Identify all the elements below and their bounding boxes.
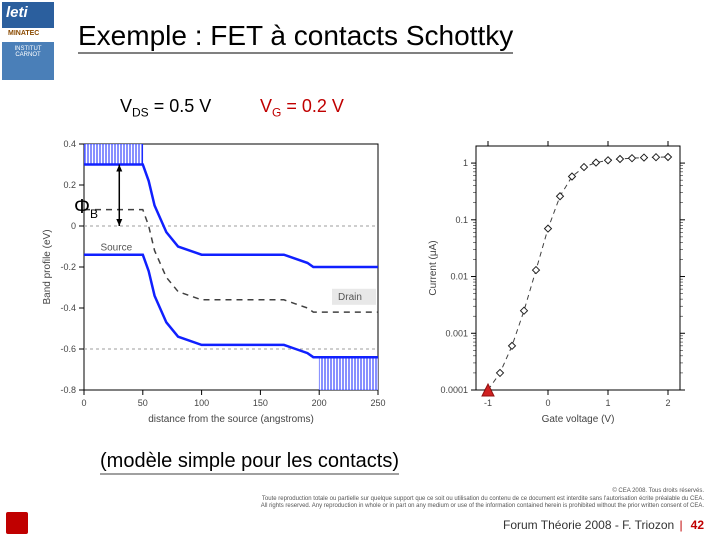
svg-text:-0.2: -0.2 [60,262,76,272]
svg-text:0.01: 0.01 [450,272,468,282]
phi-b-label: ΦB [74,196,98,221]
footer-text: Forum Théorie 2008 - F. Triozon [503,518,674,532]
band-profile-chart: 0 50 100 150 200 250 -0.8 -0.6 -0.4 -0.2 0 0.2 0.4 di… [36,138,386,428]
svg-text:0.4: 0.4 [63,139,76,149]
page-number: 42 [691,518,704,532]
svg-text:-0.4: -0.4 [60,303,76,313]
svg-text:-1: -1 [484,398,492,408]
copyright-text: © CEA 2008. Tous droits réservés. Toute … [261,488,704,510]
svg-text:2: 2 [665,398,670,408]
carnot-logo: INSTITUT CARNOT [2,42,54,80]
svg-text:0.2: 0.2 [63,180,76,190]
svg-text:distance from the source (angs: distance from the source (angstroms) [148,414,314,425]
svg-text:50: 50 [138,398,148,408]
svg-text:Gate voltage (V): Gate voltage (V) [542,414,615,425]
svg-text:-0.8: -0.8 [60,385,76,395]
leti-logo: leti [2,2,54,28]
svg-text:1: 1 [605,398,610,408]
svg-text:100: 100 [194,398,209,408]
model-caption: (modèle simple pour les contacts) [100,450,399,475]
svg-text:Current (μA): Current (μA) [428,240,439,295]
cea-logo [6,512,28,534]
svg-text:0.1: 0.1 [455,215,468,225]
svg-text:0: 0 [81,398,86,408]
svg-text:1: 1 [463,158,468,168]
svg-text:0: 0 [71,221,76,231]
svg-text:Source: Source [100,243,132,254]
svg-text:250: 250 [370,398,385,408]
svg-text:0.0001: 0.0001 [440,385,468,395]
svg-text:200: 200 [312,398,327,408]
vds-condition: VDS = 0.5 V [120,96,211,120]
slide-title: Exemple : FET à contacts Schottky [78,20,513,54]
minatec-label: MINATEC [8,30,39,37]
svg-text:150: 150 [253,398,268,408]
logo-block: leti MINATEC INSTITUT CARNOT [0,0,60,90]
slide-footer: Forum Théorie 2008 - F. Triozon |42 [503,518,704,532]
svg-text:0.001: 0.001 [445,328,468,338]
svg-text:Band profile (eV): Band profile (eV) [42,229,53,304]
svg-text:-0.6: -0.6 [60,344,76,354]
svg-text:0: 0 [545,398,550,408]
svg-text:Drain: Drain [338,292,362,303]
iv-curve-chart: 0.0001 0.001 0.01 0.1 1 -1 0 1 2 Gate voltage (V)… [420,138,690,428]
vg-condition: VG = 0.2 V [260,96,344,120]
